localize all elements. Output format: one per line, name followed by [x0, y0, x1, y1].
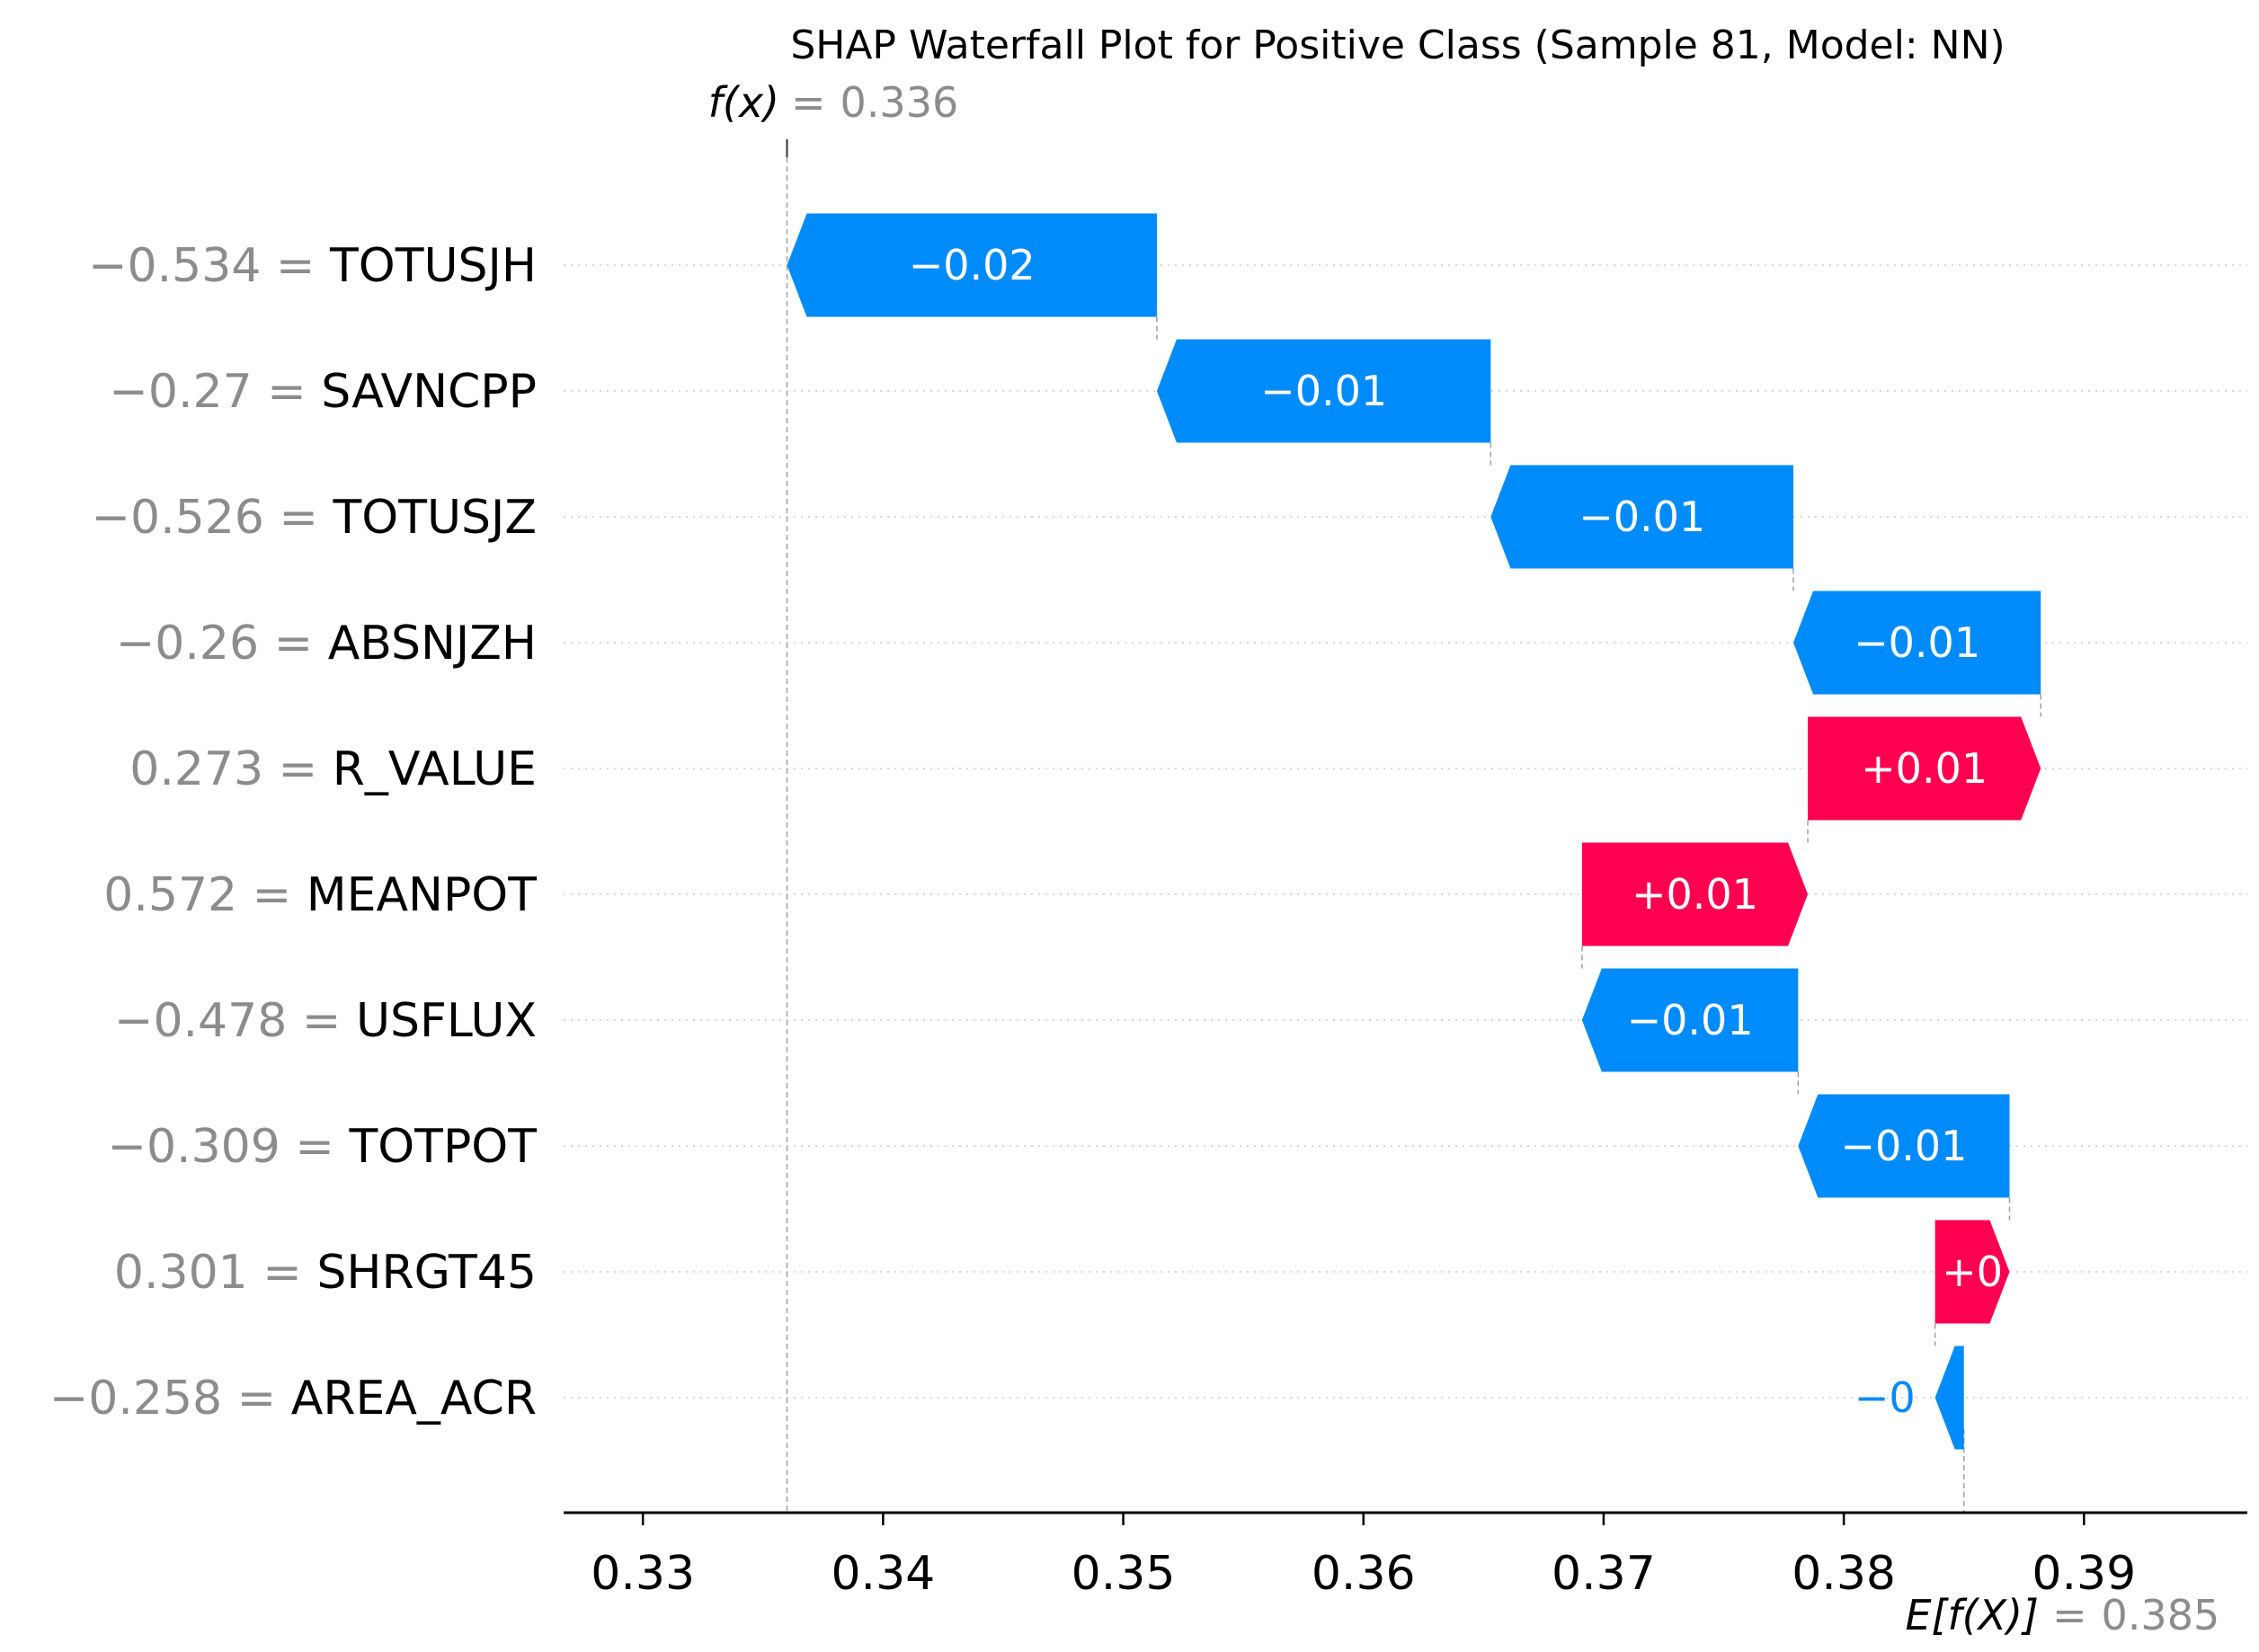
chart-title: SHAP Waterfall Plot for Positive Class (… — [790, 22, 2005, 68]
feature-label: −0.534 = TOTUSJH — [88, 239, 537, 293]
feature-label: −0.478 = USFLUX — [114, 994, 537, 1048]
expected-value: = 0.385 — [2052, 1591, 2219, 1639]
x-axis-ticks: 0.33 0.34 0.35 0.36 0.37 0.38 0.39 — [591, 1513, 2136, 1601]
x-tick-label: 0.36 — [1312, 1547, 1416, 1601]
waterfall-bar-absnjzh — [1793, 591, 2041, 695]
waterfall-bar-meanpot — [1581, 842, 1809, 946]
waterfall-bar-r_value — [1808, 716, 2041, 821]
x-tick-label: 0.39 — [2032, 1547, 2136, 1601]
fx-label: f(x) — [708, 78, 779, 127]
feature-name: TOTUSJH — [329, 239, 537, 293]
bar-value-label: −0.01 — [1579, 493, 1705, 541]
bar-value-label: −0.01 — [1854, 618, 1980, 667]
expected-equals: = — [2052, 1591, 2087, 1639]
feature-label: −0.26 = ABSNJZH — [116, 617, 537, 671]
feature-name: ABSNJZH — [328, 617, 537, 671]
feature-value: 0.301 = — [114, 1246, 317, 1300]
waterfall-bar-totpot — [1798, 1094, 2010, 1198]
feature-label: −0.526 = TOTUSJZ — [91, 491, 537, 545]
feature-value: −0.27 = — [109, 365, 321, 419]
feature-labels: −0.02 −0.534 = TOTUSJH −0.01 −0.27 = SAVNCP… — [49, 239, 2003, 1426]
bar-value-label: −0.02 — [909, 241, 1036, 289]
feature-name: MEANPOT — [307, 868, 537, 922]
bar-value-label: −0.01 — [1840, 1122, 1967, 1170]
feature-value: −0.26 = — [116, 617, 328, 671]
bar-value-label: −0 — [1854, 1373, 1916, 1422]
x-tick-label: 0.37 — [1552, 1547, 1656, 1601]
feature-value: −0.309 = — [107, 1120, 349, 1174]
feature-name: USFLUX — [356, 994, 537, 1048]
fx-value: = 0.336 — [791, 78, 958, 127]
feature-label: 0.301 = SHRGT45 — [114, 1246, 537, 1300]
feature-value: −0.534 = — [88, 239, 330, 293]
waterfall-bar-totusjz — [1490, 465, 1794, 569]
expected-value-number: 0.385 — [2102, 1591, 2220, 1639]
feature-name: AREA_ACR — [291, 1372, 537, 1426]
feature-label: −0.258 = AREA_ACR — [49, 1372, 537, 1426]
expected-label-name: E[f(X)] — [1905, 1591, 2039, 1639]
x-tick-label: 0.35 — [1072, 1547, 1176, 1601]
feature-value: −0.478 = — [114, 994, 356, 1048]
bar-value-label: −0.01 — [1627, 996, 1754, 1044]
bar-value-label: +0.01 — [1861, 744, 1988, 793]
feature-value: 0.572 = — [103, 868, 307, 922]
x-tick-label: 0.34 — [831, 1547, 935, 1601]
x-tick-label: 0.38 — [1792, 1547, 1896, 1601]
feature-value: 0.273 = — [129, 742, 333, 796]
x-tick-label: 0.33 — [591, 1547, 695, 1601]
feature-name: TOTUSJZ — [333, 491, 537, 545]
bar-value-label: +0 — [1942, 1248, 2003, 1296]
feature-name: SHRGT45 — [316, 1246, 537, 1300]
bar-value-label: +0.01 — [1632, 870, 1758, 919]
waterfall-bar-totusjh — [787, 213, 1157, 317]
feature-name: SAVNCPP — [321, 365, 537, 419]
expected-value-label: E[f(X)] — [1905, 1591, 2039, 1639]
waterfall-bar-shrgt45 — [1934, 1220, 2010, 1324]
fx-value-number: 0.336 — [840, 78, 959, 127]
fx-label-name: f(x) — [708, 78, 779, 127]
bar-value-label: −0.01 — [1260, 367, 1387, 415]
feature-label: 0.273 = R_VALUE — [129, 742, 537, 796]
feature-value: −0.258 = — [49, 1372, 291, 1426]
row-gridlines — [564, 264, 2247, 1399]
fx-equals: = — [791, 78, 826, 127]
waterfall-bar-usflux — [1581, 968, 1799, 1072]
waterfall-bar-savncpp — [1156, 339, 1491, 443]
waterfall-bar-area_acr — [1934, 1346, 1964, 1450]
feature-label: −0.309 = TOTPOT — [107, 1120, 537, 1174]
feature-name: TOTPOT — [348, 1120, 537, 1174]
feature-value: −0.526 = — [91, 491, 333, 545]
feature-label: 0.572 = MEANPOT — [103, 868, 537, 922]
feature-label: −0.27 = SAVNCPP — [109, 365, 537, 419]
feature-name: R_VALUE — [333, 742, 537, 796]
bars — [787, 213, 2041, 1450]
